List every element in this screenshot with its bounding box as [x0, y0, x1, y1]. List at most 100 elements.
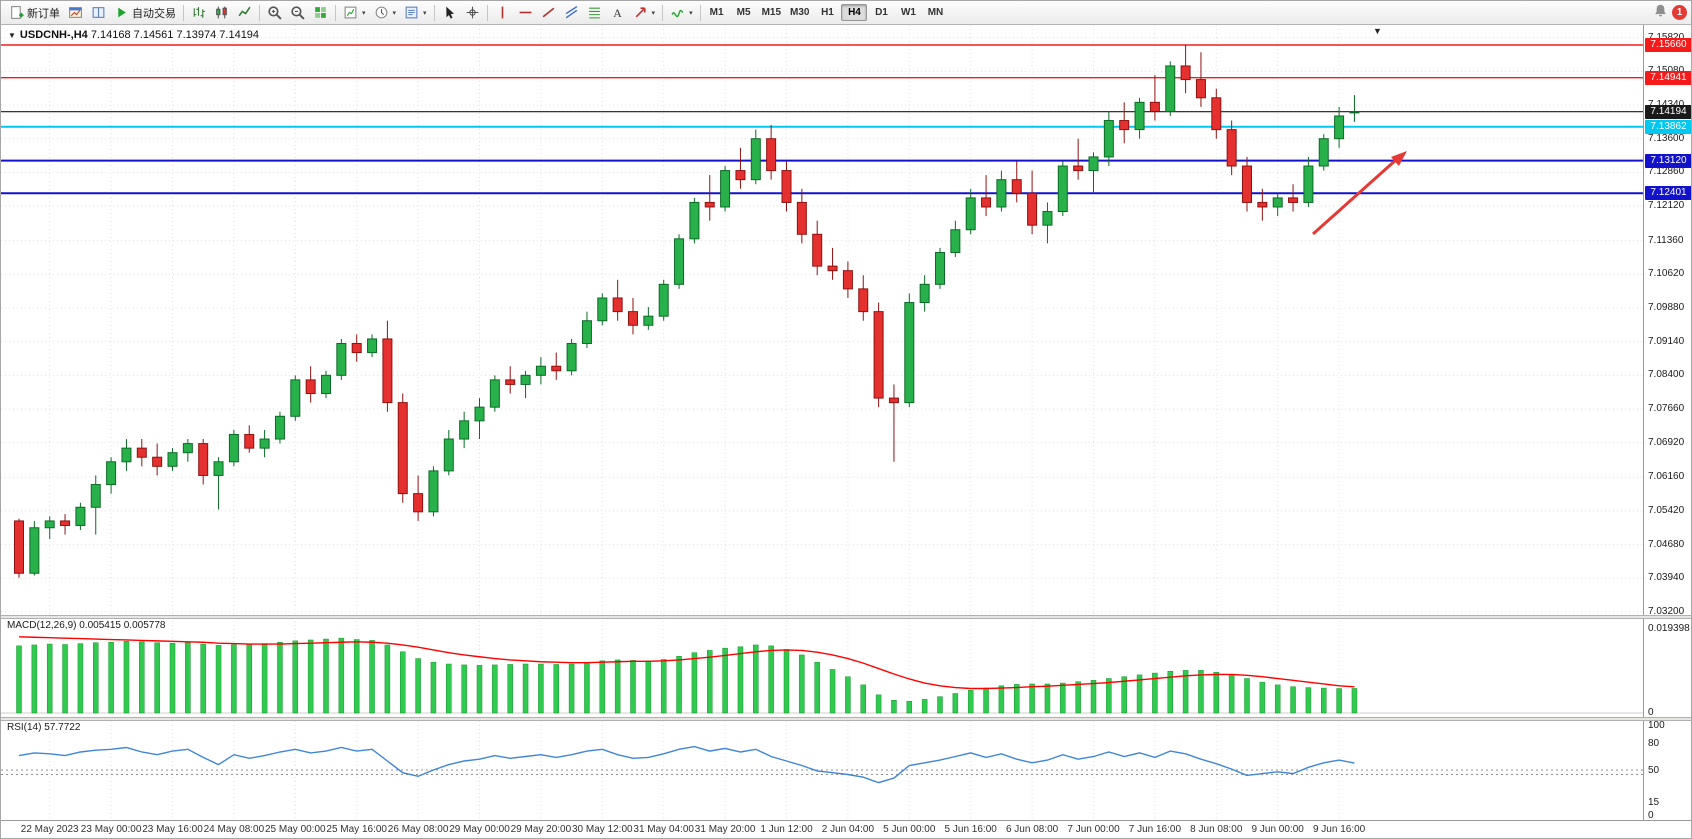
indicators-button[interactable]: ▾: [666, 2, 697, 24]
timeframe-h4-button[interactable]: H4: [841, 4, 868, 21]
chevron-down-icon[interactable]: ▾: [689, 9, 693, 17]
price-level-badge: 7.14941: [1645, 70, 1691, 85]
date-axis-label: 1 Jun 12:00: [760, 824, 813, 835]
trend-arrow-head[interactable]: [1391, 151, 1407, 166]
equidistant-channel-button[interactable]: [560, 2, 583, 24]
candle-down: [1119, 120, 1130, 131]
new-chart-button[interactable]: ▾: [339, 2, 370, 24]
candle-down: [1257, 201, 1268, 208]
timeframe-w1-button[interactable]: W1: [900, 7, 916, 18]
zoom-in-button[interactable]: [263, 2, 286, 24]
price-tick-label: 7.09880: [1648, 301, 1685, 313]
macd-histogram-bar: [108, 641, 114, 714]
candle-up: [106, 461, 117, 486]
price-axis[interactable]: 7.158207.150807.143407.136007.128607.121…: [1643, 25, 1691, 821]
tile-windows-button[interactable]: [309, 2, 332, 24]
notification-count-badge[interactable]: 1: [1672, 5, 1687, 20]
macd-pane-separator[interactable]: [1, 615, 1691, 619]
candle-down: [1226, 129, 1237, 167]
candle-down: [505, 379, 516, 385]
timeframe-d1-button[interactable]: D1: [875, 7, 888, 18]
zoom-out-button[interactable]: [286, 2, 309, 24]
candle-up: [904, 302, 915, 404]
chart-background: [1, 25, 1643, 819]
time-axis[interactable]: 22 May 2023 23 May 00:00 23 May 16:00 24 Ma…: [1, 820, 1691, 838]
timeframe-mn-button[interactable]: MN: [927, 7, 944, 18]
notifications-icon[interactable]: [1653, 3, 1668, 23]
candle-up: [919, 283, 930, 304]
fibonacci-button[interactable]: [583, 2, 606, 24]
timeframe-m30-button[interactable]: M30: [790, 7, 810, 18]
bar-chart-type-icon: [191, 5, 206, 20]
cursor-button[interactable]: [438, 2, 461, 24]
vertical-line-button[interactable]: [491, 2, 514, 24]
macd-histogram-bar: [154, 642, 160, 714]
macd-histogram-bar: [1274, 684, 1281, 714]
macd-histogram-bar: [507, 664, 513, 714]
arrows-button[interactable]: ▾: [629, 2, 660, 24]
toolbar-left-group: 新订单 自动交易 ▾ ▾ ▾ A ▾ ▾: [5, 2, 704, 24]
timeframe-m1-button[interactable]: M1: [709, 7, 724, 18]
toolbar-separator: [486, 4, 488, 21]
candle-down: [796, 201, 807, 235]
chevron-down-icon[interactable]: ▾: [651, 9, 656, 17]
templates-button[interactable]: ▾: [400, 2, 431, 24]
timeframe-m5-button[interactable]: M5: [736, 7, 751, 18]
candle-down: [981, 197, 992, 208]
macd-histogram-bar: [261, 643, 268, 714]
macd-histogram-bar: [1290, 686, 1296, 714]
chevron-down-icon[interactable]: ▾: [423, 9, 427, 17]
crosshair-button[interactable]: [461, 2, 484, 24]
rsi-axis-label: 0: [1648, 810, 1654, 821]
macd-histogram-bar: [599, 660, 606, 714]
line-chart-type-button[interactable]: [233, 2, 256, 24]
macd-histogram-bar: [952, 693, 959, 714]
chart-ohlc-values: 7.14168 7.14561 7.13974 7.14194: [90, 29, 260, 41]
price-tick-label: 7.06160: [1648, 471, 1685, 483]
candle-up: [597, 297, 608, 322]
horizontal-line-button[interactable]: [514, 2, 537, 24]
rsi-axis-label: 100: [1648, 720, 1665, 731]
charts-window-button[interactable]: [64, 2, 87, 24]
candle-up: [950, 229, 961, 253]
chevron-down-icon[interactable]: ▾: [392, 9, 397, 17]
rsi-pane-separator[interactable]: [1, 717, 1691, 721]
macd-histogram-bar: [1182, 670, 1189, 714]
macd-histogram-bar: [783, 649, 790, 714]
candle-up: [1042, 211, 1053, 226]
price-level-badge: 7.15660: [1645, 38, 1691, 52]
macd-histogram-bar: [415, 658, 421, 714]
trend-arrow-line[interactable]: [1312, 157, 1398, 236]
timeframe-group: M1 M5 M15 M30 H1 H4 D1 W1 MN: [704, 4, 949, 21]
date-axis-label: 5 Jun 16:00: [944, 824, 997, 835]
candlestick-chart-type-button[interactable]: [210, 2, 233, 24]
candle-up: [1057, 165, 1068, 213]
candle-up: [228, 433, 239, 463]
macd-histogram-bar: [292, 640, 299, 714]
chevron-down-icon[interactable]: ▾: [362, 9, 366, 17]
chart-shift-marker-icon[interactable]: ▼: [1373, 26, 1382, 36]
new-order-button[interactable]: 新订单: [5, 2, 64, 24]
market-watch-button[interactable]: [87, 2, 110, 24]
candle-up: [259, 438, 270, 449]
macd-histogram-bar: [1351, 688, 1358, 714]
macd-histogram-bar: [1213, 671, 1220, 714]
autotrading-button[interactable]: 自动交易: [110, 2, 180, 24]
timeframe-h1-button[interactable]: H1: [821, 7, 834, 18]
trendline-button[interactable]: [537, 2, 560, 24]
price-tick-label: 7.13600: [1648, 132, 1685, 144]
candle-up: [674, 238, 685, 285]
macd-indicator-label: MACD(12,26,9) 0.005415 0.005778: [7, 620, 165, 631]
bar-chart-type-button[interactable]: [187, 2, 210, 24]
macd-histogram-bar: [1014, 684, 1020, 714]
one-click-collapse-icon[interactable]: ▼: [8, 31, 16, 40]
tile-windows-icon: [313, 5, 328, 20]
candle-down: [735, 170, 746, 181]
timeframe-m15-button[interactable]: M15: [761, 7, 782, 18]
macd-histogram-bar: [1121, 676, 1127, 714]
text-label-button[interactable]: A: [606, 2, 629, 24]
autotrading-icon: [114, 5, 129, 20]
profiles-button[interactable]: ▾: [370, 2, 401, 24]
chart-symbol-period: USDCNH-,H4: [19, 29, 88, 41]
